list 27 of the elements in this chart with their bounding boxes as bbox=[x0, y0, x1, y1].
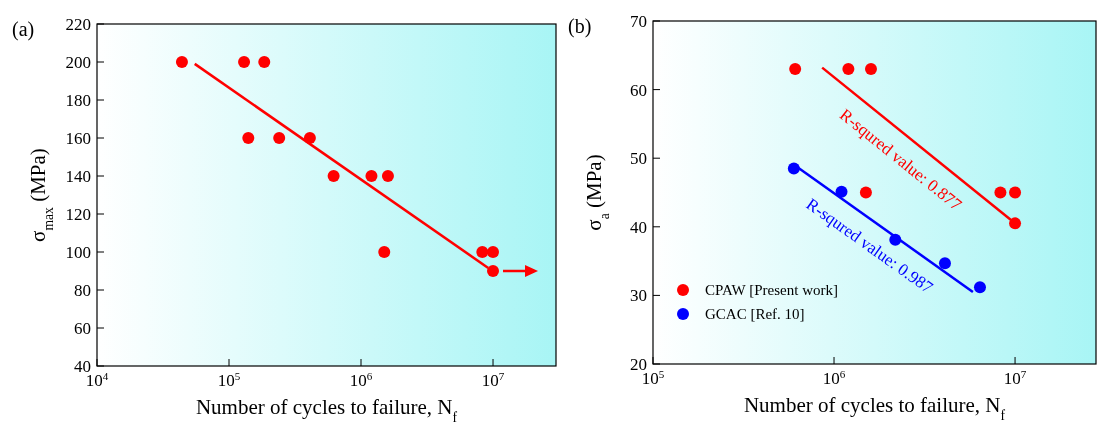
x-tick-label: 10$^{6}$ bbox=[822, 368, 846, 388]
y-tick-label: 200 bbox=[65, 53, 91, 72]
y-tick-label: 60 bbox=[630, 80, 647, 100]
x-tick-label: 10$^{5}$ bbox=[217, 370, 241, 390]
y-tick-label: 40 bbox=[74, 357, 91, 376]
y-tick-label: 20 bbox=[630, 355, 647, 374]
legend-label: GCAC [Ref. 10] bbox=[705, 306, 805, 322]
y-tick-label: 120 bbox=[65, 205, 91, 224]
legend-label: CPAW [Present work] bbox=[705, 282, 838, 298]
chart-title: (a) bbox=[12, 18, 35, 41]
x-tick-label: 10$^{6}$ bbox=[349, 370, 373, 390]
x-tick-label: 10$^{7}$ bbox=[1003, 368, 1027, 388]
y-tick-label: 70 bbox=[630, 12, 647, 31]
chart-title: (b) bbox=[568, 15, 592, 38]
y-tick-label: 220 bbox=[65, 15, 91, 34]
y-tick-label: 60 bbox=[74, 319, 91, 338]
y-tick-label: 160 bbox=[65, 129, 91, 148]
x-tick-label: 10$^{7}$ bbox=[481, 370, 505, 390]
y-tick-label: 100 bbox=[65, 243, 91, 262]
y-tick-label: 50 bbox=[630, 149, 647, 169]
y-tick-label: 40 bbox=[630, 217, 647, 237]
y-tick-label: 30 bbox=[630, 286, 647, 306]
y-tick-label: 80 bbox=[74, 281, 91, 300]
x-axis-title: Number of cycles to failure, N$_{f}$ bbox=[195, 395, 458, 425]
y-tick-label: 140 bbox=[65, 167, 91, 186]
x-axis-title: Number of cycles to failure, N$_{f}$ bbox=[743, 393, 1006, 423]
y-tick-label: 180 bbox=[65, 91, 91, 110]
